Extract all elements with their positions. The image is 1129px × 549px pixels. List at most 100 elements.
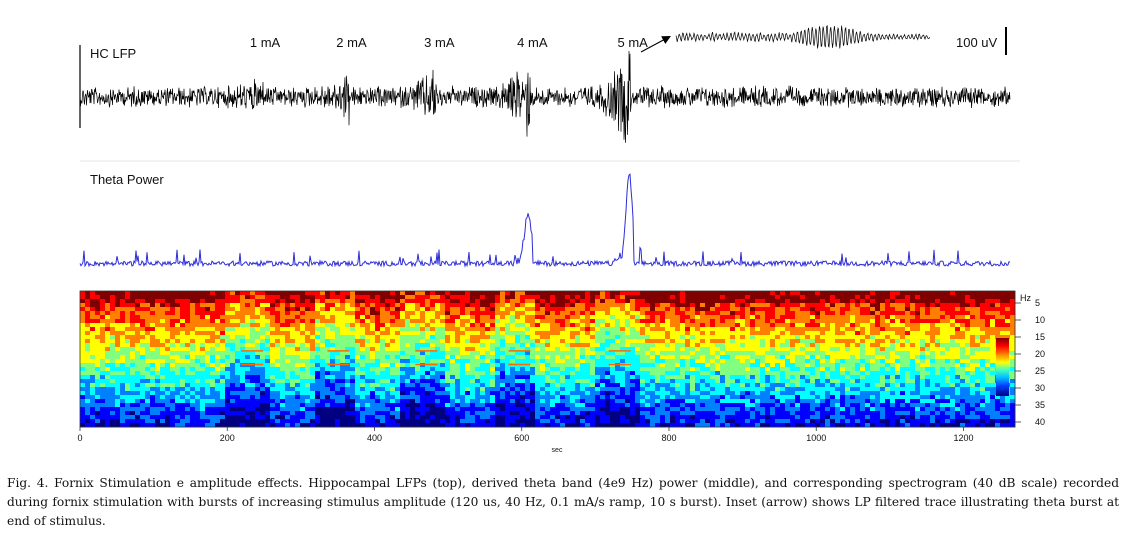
spectrogram-cell	[585, 419, 591, 424]
spectrogram-cell	[605, 327, 611, 332]
spectrogram-cell	[365, 307, 371, 312]
spectrogram-cell	[665, 355, 671, 360]
spectrogram-cell	[770, 351, 776, 356]
spectrogram-cell	[100, 423, 106, 428]
spectrogram-cell	[215, 367, 221, 372]
spectrogram-cell	[495, 311, 501, 316]
spectrogram-cell	[770, 291, 776, 296]
spectrogram-cell	[545, 367, 551, 372]
spectrogram-cell	[195, 383, 201, 388]
spectrogram-cell	[480, 367, 486, 372]
spectrogram-cell	[355, 311, 361, 316]
spectrogram-cell	[105, 291, 111, 296]
spectrogram-cell	[425, 299, 431, 304]
spectrogram-cell	[550, 383, 556, 388]
spectrogram-cell	[260, 295, 266, 300]
spectrogram-cell	[255, 399, 261, 404]
spectrogram-cell	[210, 355, 216, 360]
spectrogram-cell	[425, 391, 431, 396]
spectrogram-cell	[635, 399, 641, 404]
spectrogram-cell	[650, 335, 656, 340]
spectrogram-cell	[585, 411, 591, 416]
spectrogram-cell	[130, 403, 136, 408]
spectrogram-cell	[495, 379, 501, 384]
spectrogram-cell	[795, 303, 801, 308]
spectrogram-cell	[390, 419, 396, 424]
spectrogram-cell	[85, 355, 91, 360]
spectrogram-cell	[255, 291, 261, 296]
spectrogram-cell	[220, 315, 226, 320]
spectrogram-cell	[410, 315, 416, 320]
spectrogram-cell	[245, 307, 251, 312]
spectrogram-cell	[235, 303, 241, 308]
spectrogram-cell	[455, 395, 461, 400]
spectrogram-cell	[780, 415, 786, 420]
spectrogram-cell	[185, 399, 191, 404]
spectrogram-cell	[270, 411, 276, 416]
spectrogram-cell	[90, 335, 96, 340]
spectrogram-cell	[570, 367, 576, 372]
spectrogram-cell	[325, 411, 331, 416]
spectrogram-cell	[200, 415, 206, 420]
spectrogram-cell	[555, 379, 561, 384]
spectrogram-cell	[595, 327, 601, 332]
spectrogram-cell	[425, 419, 431, 424]
spectrogram-cell	[130, 327, 136, 332]
spectrogram-cell	[405, 399, 411, 404]
spectrogram-cell	[85, 347, 91, 352]
spectrogram-cell	[135, 347, 141, 352]
spectrogram-cell	[170, 339, 176, 344]
spectrogram-cell	[805, 399, 811, 404]
spectrogram-cell	[195, 331, 201, 336]
spectrogram-cell	[370, 327, 376, 332]
spectrogram-cell	[590, 387, 596, 392]
spectrogram-cell	[225, 387, 231, 392]
spectrogram-cell	[350, 299, 356, 304]
spectrogram-cell	[585, 295, 591, 300]
spectrogram-cell	[190, 331, 196, 336]
spectrogram-cell	[370, 371, 376, 376]
spectrogram-cell	[410, 311, 416, 316]
spectrogram-cell	[285, 343, 291, 348]
spectrogram-cell	[605, 379, 611, 384]
spectrogram-cell	[700, 327, 706, 332]
spectrogram-cell	[105, 423, 111, 428]
spectrogram-cell	[275, 355, 281, 360]
spectrogram-cell	[550, 375, 556, 380]
spectrogram-cell	[630, 411, 636, 416]
spectrogram-cell	[485, 339, 491, 344]
spectrogram-cell	[785, 351, 791, 356]
spectrogram-cell	[575, 315, 581, 320]
spectrogram-cell	[415, 339, 421, 344]
spectrogram-cell	[460, 363, 466, 368]
spectrogram-cell	[190, 411, 196, 416]
spectrogram-cell	[630, 399, 636, 404]
spectrogram-cell	[355, 327, 361, 332]
spectrogram-cell	[315, 399, 321, 404]
spectrogram-cell	[495, 291, 501, 296]
spectrogram-cell	[225, 371, 231, 376]
spectrogram-cell	[725, 299, 731, 304]
spectrogram-cell	[120, 399, 126, 404]
spectrogram-cell	[365, 319, 371, 324]
spectrogram-cell	[555, 407, 561, 412]
spectrogram-cell	[760, 295, 766, 300]
spectrogram-cell	[630, 307, 636, 312]
spectrogram-cell	[195, 411, 201, 416]
spectrogram-cell	[700, 391, 706, 396]
spectrogram-cell	[165, 355, 171, 360]
spectrogram-cell	[600, 399, 606, 404]
spectrogram-cell	[460, 419, 466, 424]
spectrogram-cell	[265, 327, 271, 332]
spectrogram-cell	[425, 411, 431, 416]
spectrogram-cell	[635, 379, 641, 384]
spectrogram-cell	[330, 375, 336, 380]
spectrogram-cell	[140, 415, 146, 420]
spectrogram-cell	[465, 399, 471, 404]
spectrogram-cell	[265, 399, 271, 404]
spectrogram-cell	[450, 327, 456, 332]
spectrogram-cell	[645, 343, 651, 348]
spectrogram-cell	[630, 347, 636, 352]
spectrogram-cell	[520, 319, 526, 324]
spectrogram-cell	[270, 383, 276, 388]
